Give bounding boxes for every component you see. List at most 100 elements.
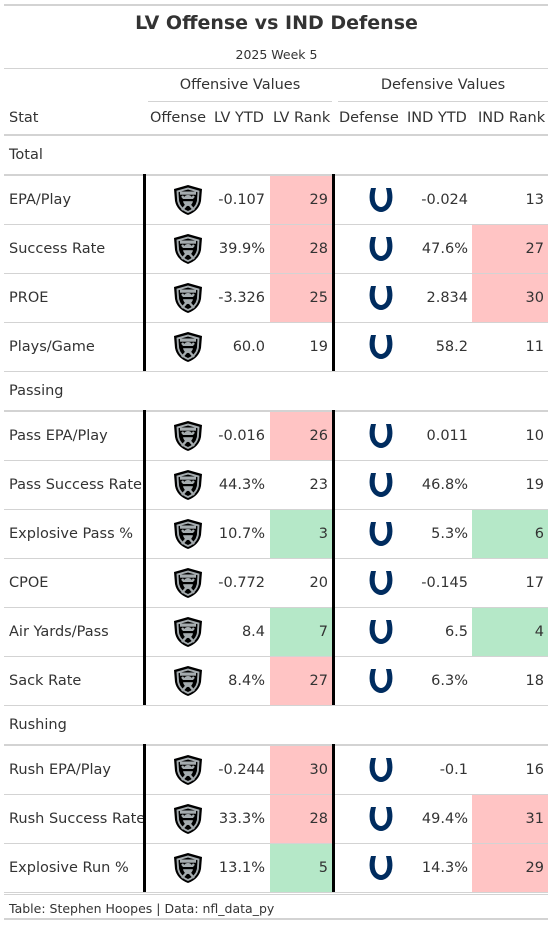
ind-ytd-value: 14.3% [421,860,468,876]
column-header-offense: Offense [150,110,206,126]
table-row: PROE -3.326 25 2.834 30 [4,274,548,323]
raiders-logo-icon [172,184,204,216]
spanner-offensive-rule [148,101,332,102]
ind-rank-value: 18 [525,673,544,689]
lv-ytd-value: 60.0 [232,339,265,355]
colts-horseshoe-icon [369,237,393,261]
ind-ytd-value: 6.3% [431,673,468,689]
lv-ytd-value: -0.244 [218,762,265,778]
group-label: Rushing [9,717,67,733]
column-header-ind-ytd: IND YTD [407,110,467,126]
lv-ytd-value: -0.772 [218,575,265,591]
raiders-logo-icon [172,282,204,314]
table-row: Pass EPA/Play -0.016 26 0.011 10 [4,412,548,461]
row-rule [4,322,548,323]
lv-ytd-value: 39.9% [218,241,265,257]
ind-rank-value: 27 [472,225,548,273]
defense-divider [332,174,335,372]
table-row: EPA/Play -0.107 29 -0.024 13 [4,176,548,225]
column-header-ind-rank: IND Rank [478,110,546,126]
ind-ytd-value: 2.834 [426,290,468,306]
lv-rank-value: 30 [270,746,332,794]
group-end-rule [4,705,548,706]
ind-rank-value: 13 [525,192,544,208]
column-header-defense: Defense [339,110,399,126]
offense-divider [143,174,146,372]
lv-rank-value: 7 [270,608,332,656]
ind-rank-value: 16 [525,762,544,778]
raiders-logo-icon [172,852,204,884]
colts-horseshoe-icon [369,286,393,310]
column-header-rule [4,134,548,136]
lv-rank-value: 20 [309,575,328,591]
raiders-logo-icon [172,518,204,550]
row-rule [4,656,548,657]
group-rule [4,410,548,412]
ind-rank-value: 29 [472,844,548,892]
spanner-offensive-values: Offensive Values [179,77,301,93]
raiders-logo-icon [172,665,204,697]
stat-label: Air Yards/Pass [9,624,109,640]
colts-horseshoe-icon [369,335,393,359]
lv-rank-value: 27 [270,657,332,705]
lv-ytd-value: 8.4 [241,624,265,640]
raiders-logo-icon [172,567,204,599]
table-row: Explosive Run % 13.1% 5 14.3% 29 [4,844,548,893]
table-row: Explosive Pass % 10.7% 3 5.3% 6 [4,510,548,559]
raiders-logo-icon [172,616,204,648]
offense-divider [143,410,146,706]
column-header-lv-rank: LV Rank [273,110,331,126]
row-rule [4,843,548,844]
lv-rank-value: 19 [309,339,328,355]
row-rule [4,558,548,559]
ind-rank-value: 31 [472,795,548,843]
table-row: Sack Rate 8.4% 27 6.3% 18 [4,657,548,706]
ind-ytd-value: 49.4% [421,811,468,827]
lv-ytd-value: -0.107 [218,192,265,208]
lv-rank-value: 29 [270,176,332,224]
lv-ytd-value: 33.3% [218,811,265,827]
ind-ytd-value: 46.8% [421,477,468,493]
ind-rank-value: 6 [472,510,548,558]
lv-rank-value: 5 [270,844,332,892]
lv-ytd-value: 10.7% [218,526,265,542]
lv-rank-value: 28 [270,225,332,273]
lv-rank-value: 25 [270,274,332,322]
stat-label: EPA/Play [9,192,72,208]
group-rule [4,744,548,746]
group-end-rule [4,371,548,372]
colts-horseshoe-icon [369,620,393,644]
row-rule [4,509,548,510]
lv-ytd-value: 13.1% [218,860,265,876]
table-row: Plays/Game 60.0 19 58.2 11 [4,323,548,372]
source-rule [4,894,548,895]
ind-rank-value: 11 [525,339,544,355]
ind-rank-value: 19 [525,477,544,493]
raiders-logo-icon [172,803,204,835]
stat-label: Rush EPA/Play [9,762,111,778]
lv-rank-value: 28 [270,795,332,843]
table-row: CPOE -0.772 20 -0.145 17 [4,559,548,608]
stat-label: Pass EPA/Play [9,428,108,444]
group-label: Total [9,147,43,163]
colts-horseshoe-icon [369,807,393,831]
source-note: Table: Stephen Hoopes | Data: nfl_data_p… [9,901,275,916]
lv-ytd-value: 8.4% [228,673,265,689]
ind-ytd-value: 5.3% [431,526,468,542]
row-rule [4,273,548,274]
table-subtitle: 2025 Week 5 [235,47,318,62]
row-rule [4,224,548,225]
stat-label: Rush Success Rate [9,811,146,827]
table-row: Rush EPA/Play -0.244 30 -0.1 16 [4,746,548,795]
ind-ytd-value: 0.011 [426,428,468,444]
table-row: Rush Success Rate 33.3% 28 49.4% 31 [4,795,548,844]
stat-label: CPOE [9,575,49,591]
ind-ytd-value: 47.6% [421,241,468,257]
colts-horseshoe-icon [369,856,393,880]
colts-horseshoe-icon [369,758,393,782]
group-label: Passing [9,383,64,399]
stat-label: Plays/Game [9,339,95,355]
ind-ytd-value: 58.2 [435,339,468,355]
stat-label: Explosive Pass % [9,526,134,542]
lv-rank-value: 3 [270,510,332,558]
